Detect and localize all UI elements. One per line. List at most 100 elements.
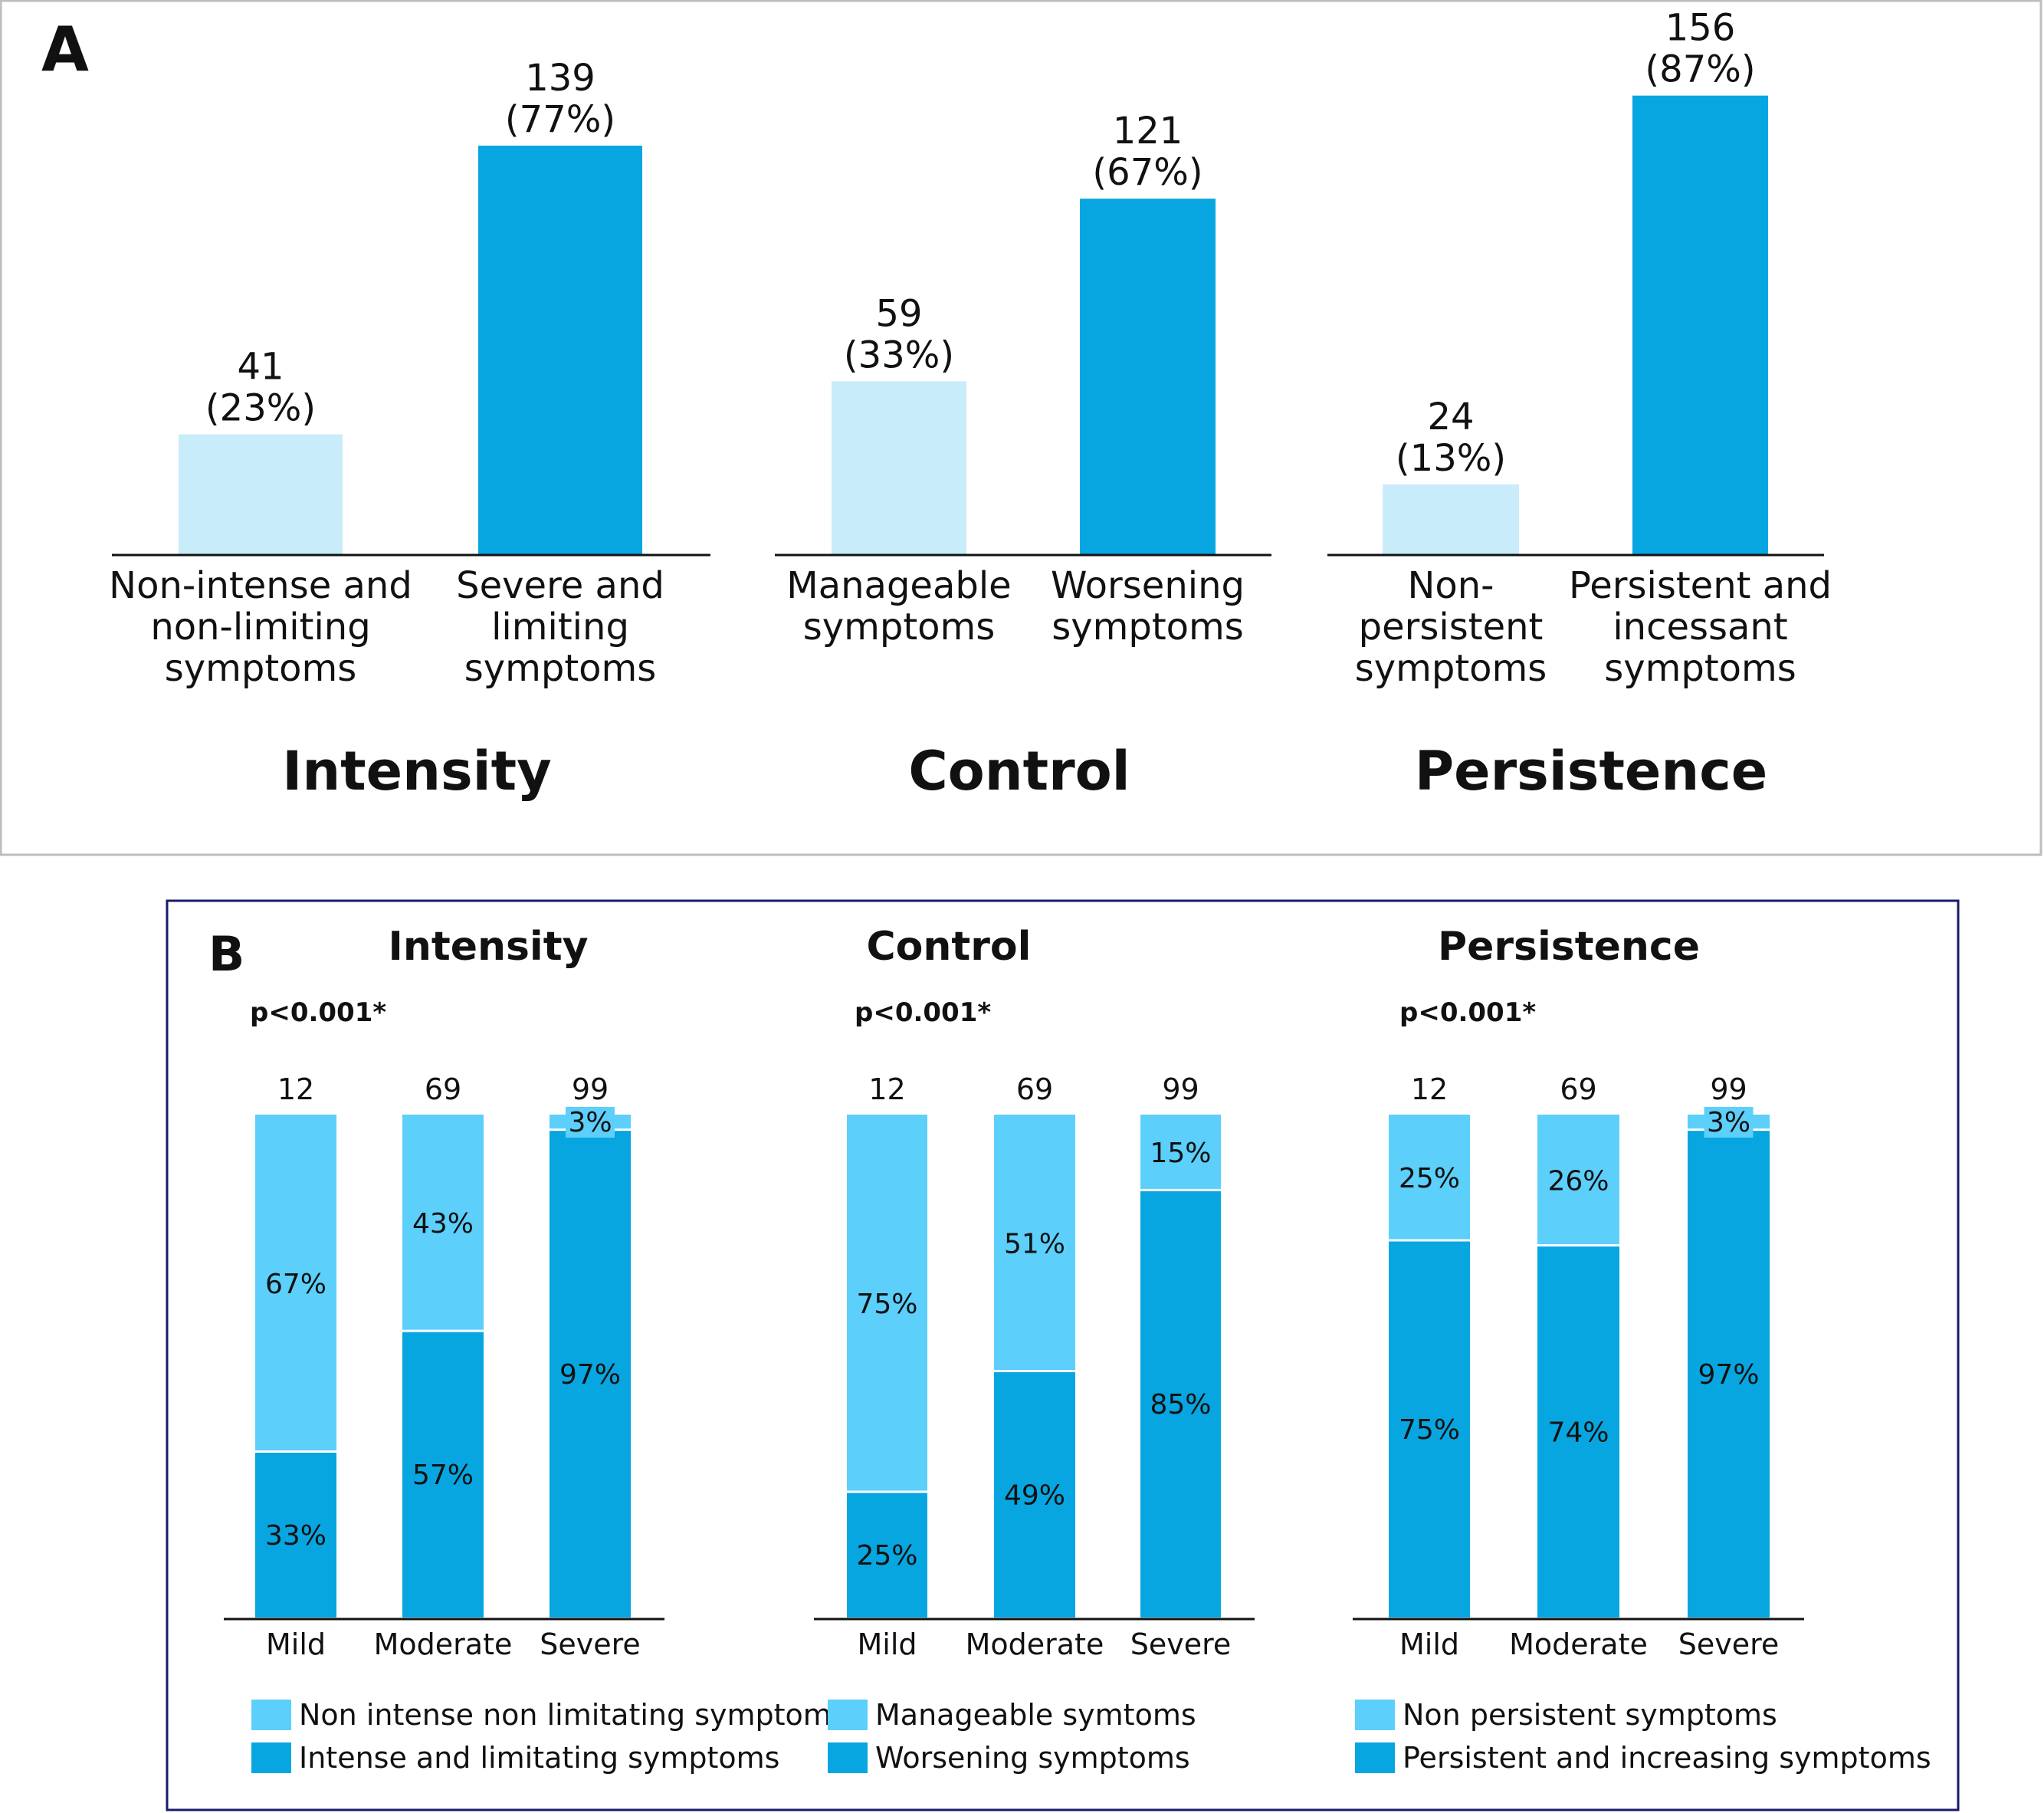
segment-label: 97% bbox=[1698, 1359, 1759, 1391]
category-label: Severe bbox=[540, 1627, 641, 1661]
bar-persistence-1 bbox=[1632, 95, 1768, 555]
legend-swatch bbox=[828, 1742, 868, 1773]
legend-label: Non intense non limitating symptoms bbox=[299, 1698, 847, 1732]
category-label: symptoms bbox=[1604, 647, 1796, 690]
percent-label: (87%) bbox=[1645, 48, 1755, 91]
bar-segment-persistence-dark bbox=[1389, 1240, 1470, 1618]
category-label: Mild bbox=[857, 1627, 917, 1661]
percent-label: (13%) bbox=[1396, 437, 1506, 480]
category-label: Moderate bbox=[1509, 1627, 1648, 1661]
legend-swatch bbox=[251, 1700, 291, 1730]
total-label: 69 bbox=[1560, 1072, 1596, 1106]
group-title: Intensity bbox=[282, 740, 551, 803]
bar-segment-persistence-light bbox=[1537, 1115, 1619, 1246]
p-value: p<0.001* bbox=[855, 997, 991, 1028]
category-label: non-limiting bbox=[150, 606, 370, 649]
segment-label: 51% bbox=[1004, 1228, 1065, 1260]
group-title: Persistence bbox=[1415, 740, 1767, 803]
bar-segment-intensity-dark bbox=[255, 1451, 336, 1618]
p-value: p<0.001* bbox=[250, 997, 386, 1028]
segment-label: 3% bbox=[1707, 1107, 1750, 1138]
segment-label: 26% bbox=[1547, 1165, 1609, 1197]
total-label: 69 bbox=[1016, 1072, 1053, 1106]
category-label: Severe bbox=[1130, 1627, 1232, 1661]
segment-label: 43% bbox=[412, 1208, 474, 1240]
p-value: p<0.001* bbox=[1399, 997, 1536, 1028]
legend-swatch bbox=[1355, 1700, 1395, 1730]
bar-persistence-0 bbox=[1383, 484, 1519, 555]
category-label: Severe and bbox=[456, 564, 664, 607]
segment-label: 49% bbox=[1004, 1480, 1065, 1511]
category-label: Moderate bbox=[966, 1627, 1104, 1661]
bar-segment-intensity-light bbox=[402, 1115, 484, 1332]
group-title: Intensity bbox=[388, 924, 588, 970]
segment-label: 75% bbox=[1399, 1414, 1460, 1446]
category-label: persistent bbox=[1359, 606, 1544, 649]
group-title: Control bbox=[908, 740, 1130, 803]
bar-segment-control-dark bbox=[1140, 1190, 1221, 1618]
bar-segment-intensity-dark bbox=[402, 1331, 484, 1618]
bar-segment-intensity-dark bbox=[550, 1129, 631, 1618]
legend-label: Intense and limitating symptoms bbox=[299, 1741, 779, 1775]
value-label: 41 bbox=[237, 345, 284, 388]
total-label: 12 bbox=[1411, 1072, 1448, 1106]
segment-label: 85% bbox=[1150, 1389, 1211, 1421]
category-label: Worsening bbox=[1051, 564, 1245, 607]
legend-label: Non persistent symptoms bbox=[1403, 1698, 1777, 1732]
bar-control-0 bbox=[832, 381, 966, 555]
segment-label: 25% bbox=[856, 1540, 917, 1572]
legend-swatch bbox=[828, 1700, 868, 1730]
panel-b-label: B bbox=[208, 926, 244, 982]
legend-swatch bbox=[1355, 1742, 1395, 1773]
legend-label: Persistent and increasing symptoms bbox=[1403, 1741, 1931, 1775]
bar-segment-persistence-light bbox=[1389, 1115, 1470, 1240]
bar-segment-control-dark bbox=[847, 1492, 927, 1618]
category-label: Mild bbox=[1399, 1627, 1459, 1661]
bar-segment-control-light bbox=[994, 1115, 1075, 1371]
panel-a-label: A bbox=[41, 14, 89, 85]
bar-intensity-0 bbox=[179, 434, 343, 555]
category-label: symptoms bbox=[165, 647, 357, 690]
small-segment-label-bg bbox=[1704, 1107, 1754, 1138]
legend-swatch bbox=[251, 1742, 291, 1773]
category-label: symptoms bbox=[1355, 647, 1547, 690]
segment-label: 15% bbox=[1150, 1138, 1211, 1169]
total-label: 99 bbox=[572, 1072, 609, 1106]
total-label: 12 bbox=[277, 1072, 314, 1106]
bar-intensity-1 bbox=[478, 146, 642, 555]
percent-label: (67%) bbox=[1092, 151, 1202, 194]
total-label: 12 bbox=[868, 1072, 905, 1106]
value-label: 121 bbox=[1113, 110, 1183, 153]
segment-label: 67% bbox=[265, 1269, 326, 1300]
value-label: 156 bbox=[1665, 7, 1736, 50]
category-label: Severe bbox=[1678, 1627, 1780, 1661]
category-label: symptoms bbox=[464, 647, 657, 690]
segment-label: 74% bbox=[1547, 1417, 1609, 1448]
segment-label: 97% bbox=[559, 1359, 621, 1391]
bar-segment-intensity-light bbox=[255, 1115, 336, 1452]
bar-segment-persistence-dark bbox=[1537, 1245, 1619, 1618]
category-label: Manageable bbox=[786, 564, 1011, 607]
bar-segment-persistence-dark bbox=[1688, 1129, 1770, 1618]
category-label: Mild bbox=[266, 1627, 326, 1661]
category-label: limiting bbox=[491, 606, 629, 649]
legend-label: Manageable symtoms bbox=[875, 1698, 1196, 1732]
percent-label: (77%) bbox=[505, 98, 615, 141]
total-label: 69 bbox=[425, 1072, 461, 1106]
panel-a: 41(23%)Non-intense andnon-limitingsympto… bbox=[109, 7, 1832, 803]
value-label: 139 bbox=[525, 57, 595, 100]
category-label: Non-intense and bbox=[109, 564, 412, 607]
group-title: Persistence bbox=[1438, 924, 1700, 970]
group-title: Control bbox=[867, 924, 1032, 970]
segment-label: 3% bbox=[568, 1107, 612, 1138]
total-label: 99 bbox=[1162, 1072, 1199, 1106]
percent-label: (33%) bbox=[844, 333, 954, 376]
category-label: symptoms bbox=[1052, 606, 1244, 649]
category-label: incessant bbox=[1613, 606, 1787, 649]
category-label: Non- bbox=[1407, 564, 1494, 607]
bar-segment-control-light bbox=[847, 1115, 927, 1492]
bar-segment-control-dark bbox=[994, 1371, 1075, 1618]
panel-b: Intensityp<0.001*67%33%12Mild43%57%69Mod… bbox=[224, 924, 1804, 1661]
category-label: Persistent and bbox=[1569, 564, 1832, 607]
